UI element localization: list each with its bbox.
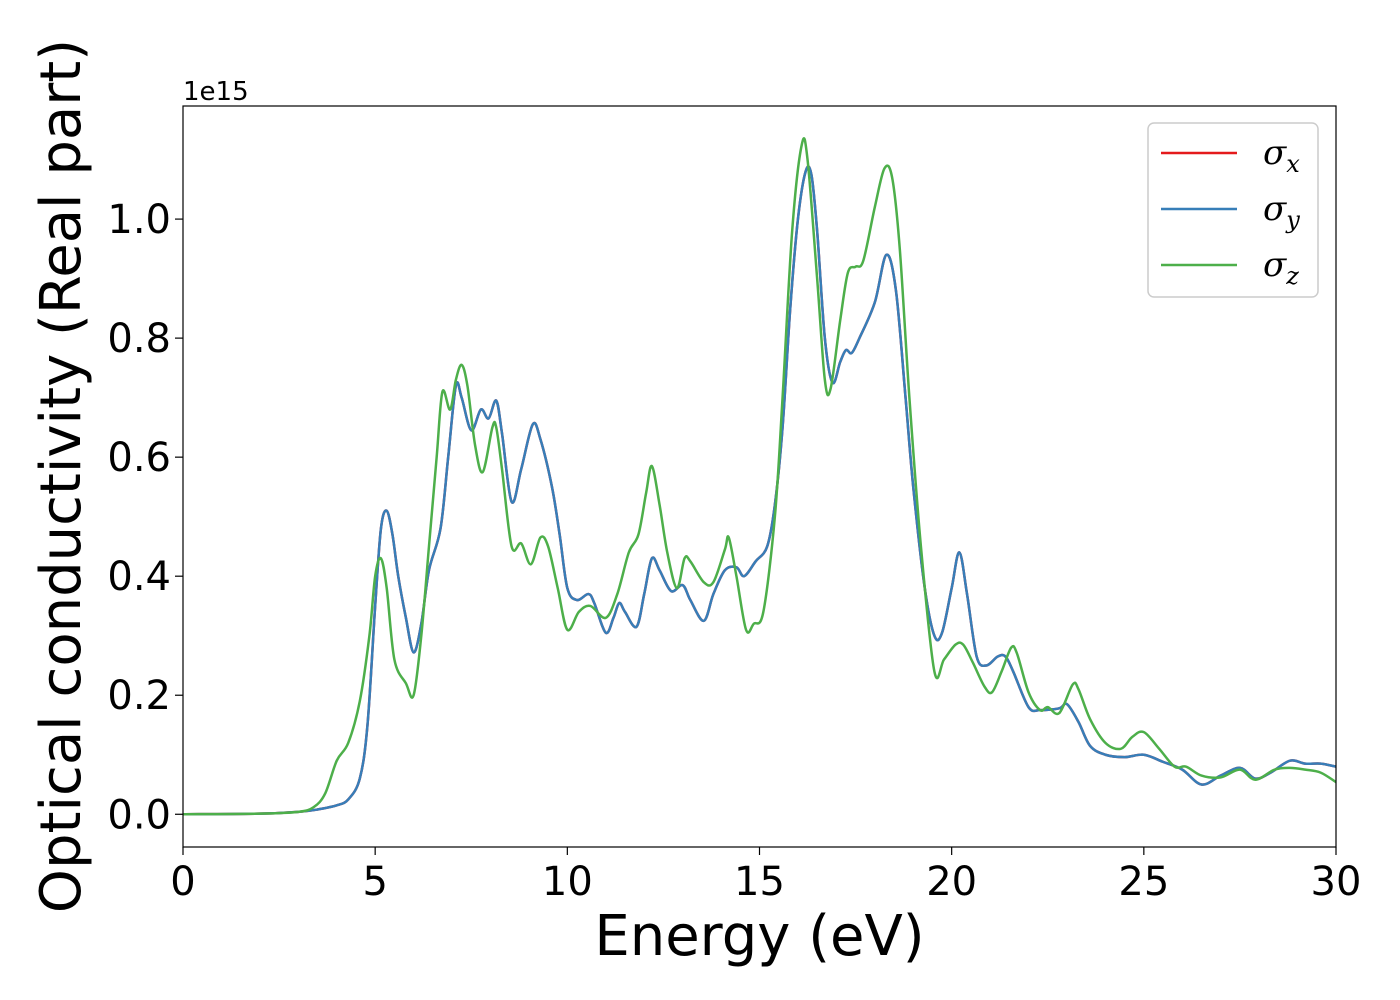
series-layer	[183, 137, 1336, 816]
x-axis-label: Energy (eV)	[594, 904, 924, 969]
x-tick-label: 0	[170, 859, 195, 905]
y-tick-label: 0.8	[107, 316, 171, 362]
y-tick-label: 0.4	[107, 554, 171, 600]
x-tick-label: 30	[1311, 859, 1362, 905]
x-tick-label: 15	[734, 859, 785, 905]
x-tick-label: 5	[362, 859, 387, 905]
x-tick-label: 20	[926, 859, 977, 905]
x-tick-label: 25	[1118, 859, 1169, 905]
legend-label-z: σz	[1263, 245, 1299, 290]
legend: σx σy σz	[1147, 122, 1319, 298]
series-line-z	[183, 137, 1336, 816]
y-offset-text: 1e15	[183, 77, 249, 107]
legend-label-x: σx	[1263, 133, 1300, 178]
y-tick-label: 0.2	[107, 673, 171, 719]
plot-background	[183, 106, 1336, 847]
x-axis-ticks: 0 5 10 15 20 25 30	[170, 847, 1361, 905]
y-tick-label: 1.0	[107, 197, 171, 243]
y-axis-ticks: 0.0 0.2 0.4 0.6 0.8 1.0	[107, 197, 183, 838]
y-tick-label: 0.0	[107, 792, 171, 838]
y-axis-label: Optical conductivity (Real part)	[29, 39, 94, 913]
y-tick-label: 0.6	[107, 435, 171, 481]
legend-label-y: σy	[1263, 189, 1300, 234]
x-tick-label: 10	[542, 859, 593, 905]
